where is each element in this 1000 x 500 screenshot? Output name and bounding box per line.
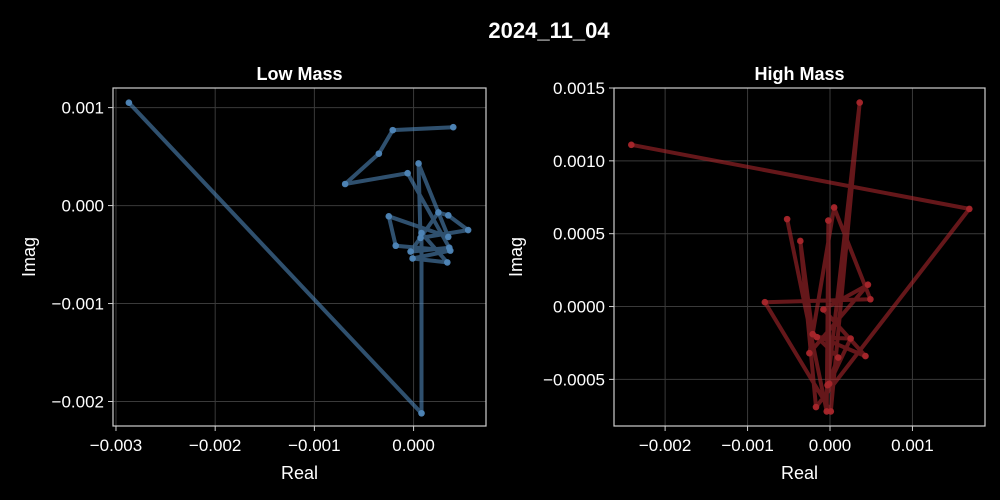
low-mass-data-point bbox=[417, 234, 424, 242]
high-mass-axes-frame bbox=[613, 87, 986, 427]
high-mass-x-tick-label: −0.001 bbox=[721, 436, 773, 455]
high-mass-data-point bbox=[812, 403, 820, 411]
high-mass-x-axis-label: Real bbox=[781, 463, 818, 483]
high-mass-data-point bbox=[856, 99, 863, 106]
high-mass-data-point bbox=[966, 205, 973, 213]
low-mass-plot-area bbox=[113, 88, 486, 426]
low-mass-data-point bbox=[418, 229, 425, 237]
high-mass-data-point bbox=[820, 306, 827, 313]
low-mass-axes-frame bbox=[112, 87, 487, 427]
high-mass-y-axis-label: Imag bbox=[506, 237, 526, 277]
high-mass-data-point bbox=[823, 408, 831, 415]
high-mass-x-tick-label: 0.001 bbox=[891, 436, 934, 455]
low-mass-y-tick-label: −0.001 bbox=[52, 295, 104, 314]
high-mass-data-point bbox=[867, 295, 874, 303]
low-mass-y-tick-label: 0.001 bbox=[61, 99, 104, 118]
high-mass-data-point bbox=[834, 354, 842, 361]
low-mass-data-point bbox=[407, 248, 414, 255]
low-mass-data-point bbox=[444, 259, 451, 266]
low-mass-data-point bbox=[445, 233, 452, 241]
low-mass-data-point bbox=[418, 409, 425, 417]
low-mass-data-point bbox=[125, 99, 133, 106]
high-mass-data-point bbox=[847, 335, 854, 342]
low-mass-data-point bbox=[415, 160, 422, 167]
high-mass-data-point bbox=[813, 333, 821, 341]
low-mass-data-point bbox=[435, 209, 442, 216]
high-mass-series-line bbox=[629, 100, 972, 414]
low-mass-x-tick-label: −0.002 bbox=[189, 436, 241, 455]
low-mass-data-point bbox=[464, 226, 472, 234]
high-mass-data-point bbox=[864, 281, 872, 288]
low-mass-data-point bbox=[409, 255, 416, 262]
high-mass-data-point bbox=[862, 352, 869, 360]
high-mass-y-tick-label: 0.0000 bbox=[553, 298, 605, 317]
low-mass-data-point bbox=[449, 123, 457, 131]
low-mass-data-point bbox=[389, 126, 397, 134]
high-mass-y-tick-label: −0.0005 bbox=[543, 370, 605, 389]
figure-suptitle: 2024_11_04 bbox=[488, 18, 610, 43]
low-mass-data-point bbox=[341, 180, 349, 188]
low-mass-data-point bbox=[445, 212, 452, 219]
low-mass-data-point bbox=[404, 169, 411, 177]
high-mass-data-point bbox=[797, 237, 804, 245]
high-mass-x-tick-label: −0.002 bbox=[639, 436, 691, 455]
low-mass-y-tick-label: 0.000 bbox=[61, 197, 104, 216]
low-mass-x-tick-label: −0.003 bbox=[90, 436, 142, 455]
low-mass-panel: −0.003 −0.002 −0.001 0.000 −0.002 −0.001 0.000… bbox=[19, 64, 487, 483]
low-mass-data-point bbox=[385, 213, 393, 220]
high-mass-x-tick-label: 0.000 bbox=[809, 436, 852, 455]
low-mass-y-tick-label: −0.002 bbox=[52, 393, 104, 412]
high-mass-data-point bbox=[628, 141, 635, 149]
low-mass-x-tick-label: −0.001 bbox=[288, 436, 340, 455]
high-mass-data-point bbox=[806, 349, 813, 357]
high-mass-plot-area bbox=[614, 88, 985, 426]
high-mass-data-point bbox=[825, 380, 833, 388]
high-mass-data-point bbox=[783, 215, 791, 223]
low-mass-data-point bbox=[392, 242, 400, 250]
high-mass-y-tick-label: 0.0010 bbox=[553, 152, 605, 171]
low-mass-title: Low Mass bbox=[256, 64, 342, 84]
high-mass-data-point bbox=[761, 298, 769, 306]
low-mass-x-axis-label: Real bbox=[281, 463, 318, 483]
low-mass-data-point bbox=[445, 244, 453, 251]
low-mass-data-point bbox=[375, 150, 383, 157]
low-mass-x-tick-label: 0.000 bbox=[392, 436, 435, 455]
high-mass-title: High Mass bbox=[754, 64, 844, 84]
high-mass-panel: −0.002 −0.001 0.000 0.001 −0.0005 0.0000 0.000… bbox=[506, 64, 986, 483]
high-mass-data-point bbox=[830, 204, 838, 211]
high-mass-y-tick-label: 0.0005 bbox=[553, 225, 605, 244]
high-mass-data-point bbox=[825, 217, 832, 224]
low-mass-y-axis-label: Imag bbox=[19, 237, 39, 277]
high-mass-y-tick-label: 0.0015 bbox=[553, 79, 605, 98]
